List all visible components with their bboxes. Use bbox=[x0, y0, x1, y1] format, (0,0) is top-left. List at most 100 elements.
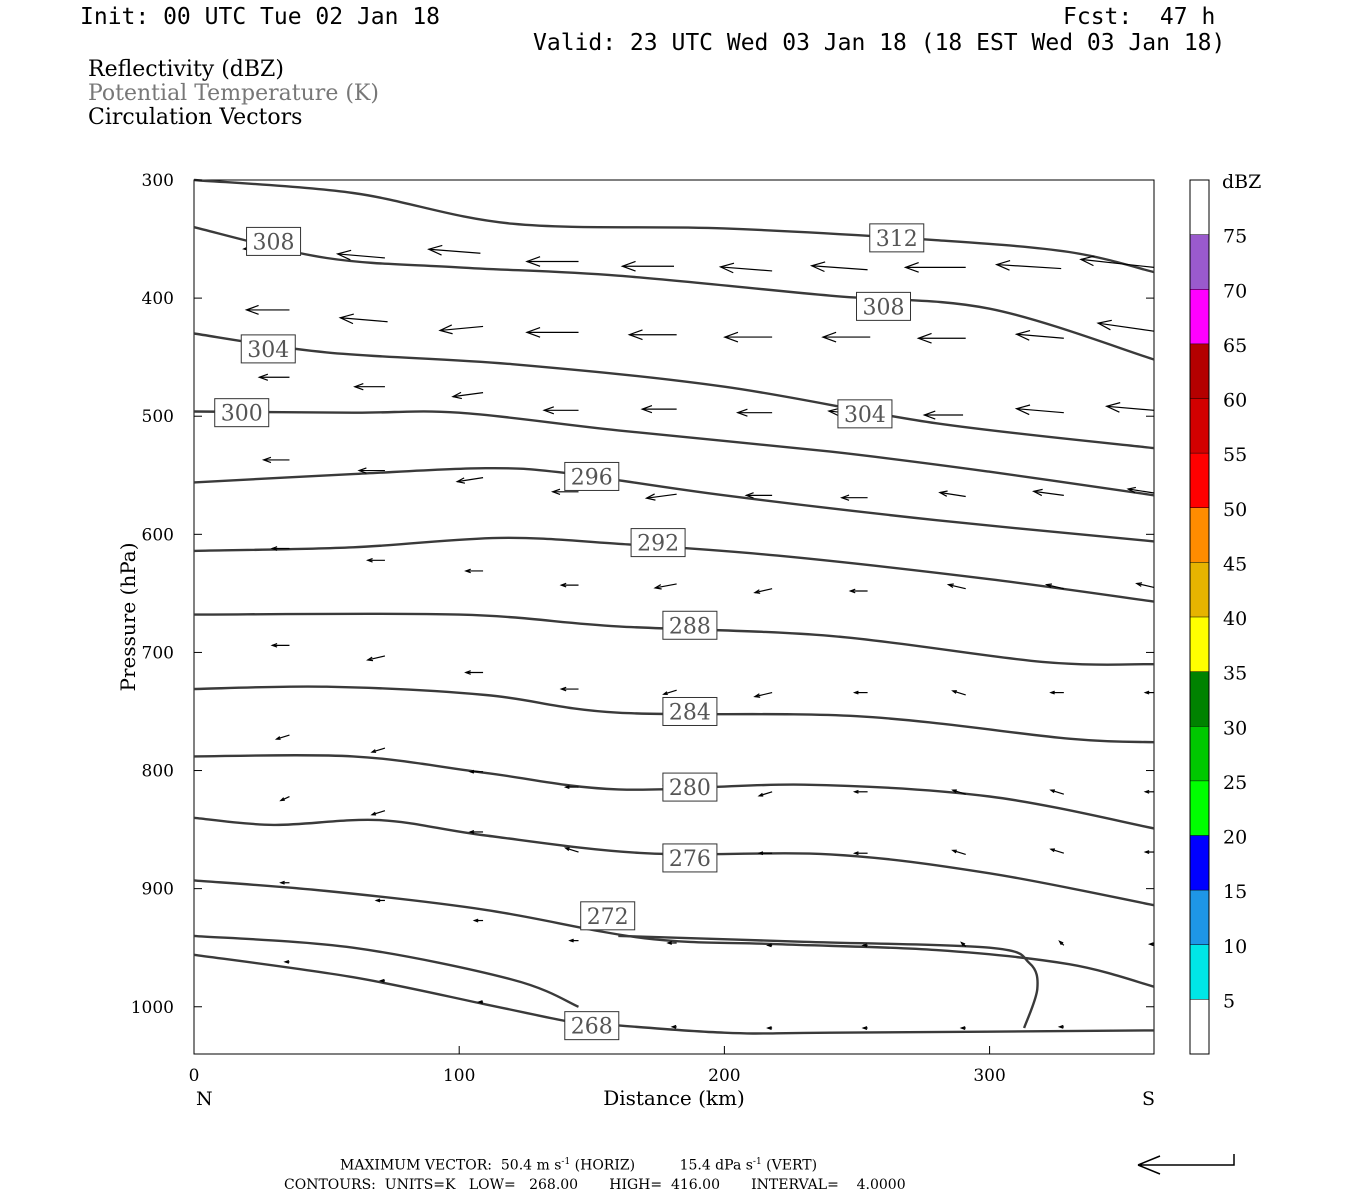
vector-head bbox=[766, 943, 772, 948]
vector-head bbox=[1104, 402, 1121, 413]
vector-shaft bbox=[1016, 408, 1064, 414]
circulation-vector bbox=[563, 847, 579, 853]
vector-head bbox=[666, 941, 673, 945]
circulation-vector bbox=[951, 789, 966, 795]
x-right-end-label: S bbox=[1142, 1088, 1155, 1110]
y-tick-label: 300 bbox=[142, 171, 174, 191]
max-vector-horiz: MAXIMUM VECTOR: 50.4 m s bbox=[340, 1157, 562, 1174]
colorbar-swatch-5 bbox=[1190, 944, 1209, 1000]
vector-head bbox=[809, 261, 826, 273]
circulation-vector bbox=[666, 941, 677, 945]
theta-label-box-304 bbox=[837, 399, 893, 429]
vector-head bbox=[261, 456, 272, 464]
vector-head bbox=[283, 959, 290, 964]
colorbar-label-75: 75 bbox=[1223, 226, 1247, 248]
theta-contour-300 bbox=[193, 410, 1155, 497]
colorbar-label-25: 25 bbox=[1223, 772, 1247, 794]
x-axis-title: Distance (km) bbox=[603, 1086, 745, 1110]
circulation-vector bbox=[338, 313, 388, 325]
vector-head bbox=[735, 408, 748, 417]
circulation-vector bbox=[279, 795, 290, 802]
cross-section-chart: 3123083083043043002962922882842802762722… bbox=[116, 171, 1261, 1110]
theta-label-296: 296 bbox=[571, 465, 613, 490]
vector-head bbox=[1049, 848, 1056, 853]
colorbar-swatch-55 bbox=[1190, 398, 1209, 454]
vector-head bbox=[1058, 940, 1064, 946]
vector-head bbox=[1096, 319, 1112, 331]
circulation-vector bbox=[1104, 402, 1155, 413]
circulation-vector bbox=[563, 785, 579, 790]
vector-shaft bbox=[428, 248, 481, 254]
theta-label-box-308 bbox=[856, 291, 912, 321]
vector-head bbox=[1079, 255, 1095, 267]
theta-contour-272 bbox=[193, 879, 1155, 988]
vector-head bbox=[455, 477, 466, 484]
circulation-vector bbox=[427, 244, 481, 256]
vector-head bbox=[1143, 690, 1150, 695]
theta-label-box-272 bbox=[580, 901, 636, 931]
circulation-vector bbox=[257, 373, 290, 381]
reference-vector-arrow bbox=[1137, 1154, 1235, 1175]
circulation-vector bbox=[959, 1026, 966, 1030]
vector-head bbox=[374, 898, 381, 903]
circulation-vector bbox=[1058, 940, 1065, 946]
vector-head bbox=[550, 488, 561, 496]
circulation-vector bbox=[1079, 255, 1155, 268]
vector-head bbox=[670, 1024, 677, 1029]
vector-shaft bbox=[646, 493, 677, 499]
colorbar-swatch-70 bbox=[1190, 234, 1209, 290]
theta-contour-268 bbox=[193, 934, 579, 1008]
vector-head bbox=[1147, 942, 1154, 947]
colorbar-swatch-40 bbox=[1190, 562, 1209, 617]
circulation-vector bbox=[477, 1000, 484, 1004]
colorbar-unit-label: dBZ bbox=[1222, 171, 1261, 193]
vector-head bbox=[946, 583, 954, 589]
circulation-vector bbox=[994, 260, 1062, 271]
theta-label-304: 304 bbox=[247, 338, 289, 363]
circulation-vector bbox=[464, 568, 484, 574]
vector-head bbox=[951, 789, 957, 794]
vector-shaft bbox=[952, 789, 966, 795]
vector-shaft bbox=[720, 266, 773, 272]
theta-label-box-284 bbox=[662, 696, 718, 726]
circulation-vector bbox=[438, 324, 484, 335]
circulation-vector bbox=[464, 670, 484, 675]
circulation-vector bbox=[244, 304, 290, 315]
vector-head bbox=[852, 851, 859, 856]
vector-head bbox=[559, 686, 567, 692]
theta-label-312: 312 bbox=[876, 227, 918, 252]
colorbar: 5 10 15 20 25 30 35 40 45 50 55 60 65 70 75 bbox=[1189, 179, 1247, 1055]
colorbar-label-30: 30 bbox=[1223, 717, 1247, 739]
circulation-vector bbox=[1044, 583, 1064, 590]
vector-head bbox=[370, 811, 377, 816]
vector-head bbox=[916, 332, 932, 344]
axis-layer: 300 400 500 600 700 800 900 1000 0 100 200 300 bbox=[131, 171, 1154, 1086]
vector-head bbox=[366, 656, 374, 662]
y-tick-label: 1000 bbox=[131, 998, 174, 1018]
circulation-vector bbox=[1014, 404, 1064, 416]
circulation-vector bbox=[274, 734, 290, 740]
circulation-vector bbox=[1126, 486, 1155, 494]
colorbar-label-40: 40 bbox=[1223, 608, 1247, 630]
colorbar-label-5: 5 bbox=[1223, 990, 1235, 1012]
vector-shaft bbox=[1136, 582, 1155, 589]
vector-shaft bbox=[754, 588, 773, 594]
circulation-vector bbox=[946, 583, 966, 590]
max-vector-line: MAXIMUM VECTOR: 50.4 m s-1 (HORIZ) 15.4 … bbox=[340, 1158, 817, 1173]
vector-head bbox=[451, 391, 462, 400]
vector-head bbox=[464, 568, 471, 574]
vector-shaft bbox=[1128, 488, 1155, 494]
circulation-vector bbox=[1049, 690, 1064, 695]
theta-label-284: 284 bbox=[669, 700, 711, 725]
circulation-vector bbox=[766, 943, 773, 948]
theta-contour-308 bbox=[193, 226, 1155, 361]
theta-label-box-312 bbox=[869, 223, 925, 253]
circulation-vector bbox=[840, 494, 868, 501]
colorbar-label-65: 65 bbox=[1223, 335, 1247, 357]
vector-head bbox=[840, 494, 850, 501]
vector-shaft bbox=[565, 847, 579, 853]
circulation-vector bbox=[960, 941, 967, 947]
vector-head bbox=[766, 1026, 772, 1030]
colorbar-label-45: 45 bbox=[1223, 553, 1247, 575]
vector-head bbox=[464, 670, 471, 675]
